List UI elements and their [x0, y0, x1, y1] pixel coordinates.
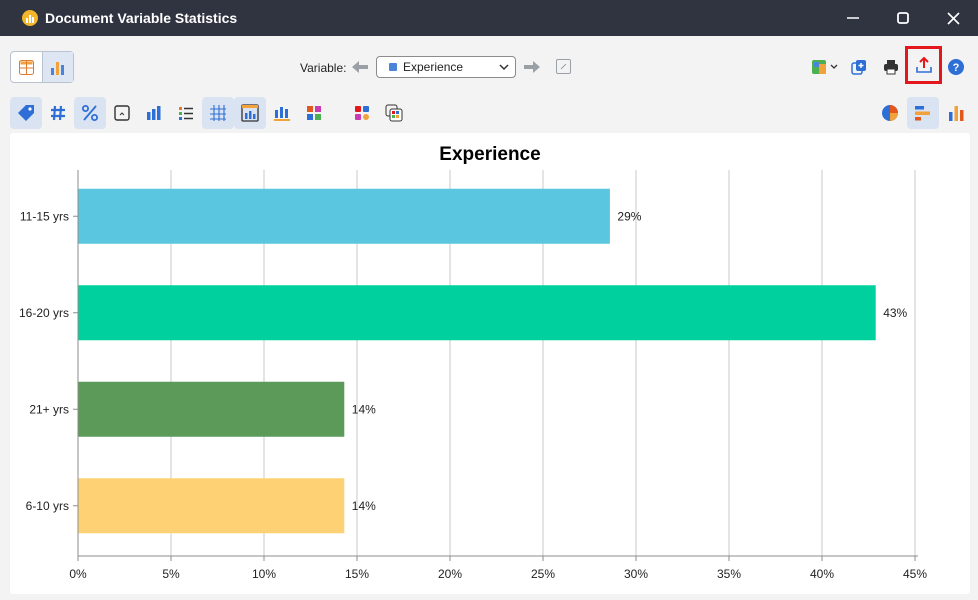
- bar: [78, 478, 345, 534]
- data-label: 14%: [352, 402, 376, 416]
- maximize-icon: [897, 12, 909, 24]
- chart-app-icon: [22, 10, 38, 26]
- previous-variable-button[interactable]: [351, 58, 369, 76]
- variable-select-value: Experience: [403, 60, 464, 74]
- tag-icon: [18, 105, 34, 121]
- help-button[interactable]: ?: [946, 57, 966, 77]
- x-tick-label: 0%: [69, 567, 87, 581]
- percent-icon: [82, 105, 98, 121]
- copy-button[interactable]: [849, 57, 869, 77]
- export-icon: [915, 56, 932, 73]
- bar-chart-icon: [147, 106, 161, 120]
- horizontal-bar-button[interactable]: [907, 97, 939, 129]
- bar: [78, 285, 876, 341]
- table-view-button[interactable]: [11, 52, 42, 82]
- table-view-icon: [18, 59, 34, 75]
- close-icon: [946, 11, 960, 25]
- x-tick-label: 20%: [438, 567, 462, 581]
- chart-title: Experience: [439, 144, 540, 165]
- view-toggle: [10, 51, 74, 83]
- variable-select[interactable]: Experience: [376, 56, 516, 78]
- x-tick-label: 25%: [531, 567, 555, 581]
- copy-icon: [851, 60, 866, 75]
- color-blocks-icon: [307, 106, 321, 120]
- maximize-button[interactable]: [878, 0, 928, 36]
- bars-icon: [274, 107, 290, 121]
- x-tick-label: 45%: [903, 567, 927, 581]
- title-bar: Document Variable Statistics: [0, 0, 978, 36]
- export-button[interactable]: [905, 46, 942, 84]
- minimize-button[interactable]: [828, 0, 878, 36]
- chart-toolbar: [0, 96, 978, 132]
- bars-button[interactable]: [266, 97, 298, 129]
- chart-view-icon: [51, 61, 65, 75]
- column-chart-icon: [241, 104, 259, 122]
- next-variable-button[interactable]: [523, 58, 541, 76]
- category-label: 11-15 yrs: [20, 209, 69, 223]
- frame-icon: [114, 105, 130, 121]
- main-toolbar: Variable: Experience: [0, 36, 978, 96]
- window-title: Document Variable Statistics: [45, 10, 238, 26]
- pie-chart-icon: [882, 105, 898, 121]
- x-tick-label: 35%: [717, 567, 741, 581]
- variable-color-swatch: [389, 63, 397, 71]
- close-button[interactable]: [928, 0, 978, 36]
- x-tick-label: 15%: [345, 567, 369, 581]
- grid-icon: [210, 105, 226, 121]
- category-label: 21+ yrs: [29, 402, 69, 416]
- vertical-bar-button[interactable]: [940, 97, 972, 129]
- horizontal-bar-icon: [915, 106, 930, 121]
- category-label: 6-10 yrs: [26, 499, 69, 513]
- filter-off-button[interactable]: [556, 59, 571, 74]
- data-label: 29%: [617, 209, 641, 223]
- frame-button[interactable]: [106, 97, 138, 129]
- palette-alt-button[interactable]: [378, 97, 410, 129]
- chart-view-button[interactable]: [41, 52, 73, 82]
- x-tick-label: 40%: [810, 567, 834, 581]
- bar-chart: Experience 29% 43% 14% 14% 0% 5% 10% 15% 20% 25%…: [19, 144, 927, 581]
- data-label: 43%: [883, 306, 907, 320]
- vertical-bar-icon: [949, 106, 964, 121]
- list-icon: [179, 107, 193, 120]
- minimize-icon: [847, 17, 859, 19]
- x-tick-label: 30%: [624, 567, 648, 581]
- list-button[interactable]: [170, 97, 202, 129]
- chevron-down-icon: [499, 64, 509, 71]
- x-tick-label: 10%: [252, 567, 276, 581]
- tag-button[interactable]: [10, 97, 42, 129]
- bar: [78, 381, 345, 437]
- percent-button[interactable]: [74, 97, 106, 129]
- chart-panel: Experience 29% 43% 14% 14% 0% 5% 10% 15% 20% 25%…: [10, 133, 970, 594]
- hash-button[interactable]: [42, 97, 74, 129]
- bar: [78, 188, 610, 244]
- data-label: 14%: [352, 499, 376, 513]
- print-button[interactable]: [881, 57, 901, 77]
- print-icon: [884, 60, 898, 75]
- excel-export-icon: [812, 60, 838, 74]
- palette-button[interactable]: [346, 97, 378, 129]
- palette-alt-icon: [385, 104, 403, 122]
- variable-label: Variable:: [300, 61, 347, 75]
- column-chart-button[interactable]: [234, 97, 266, 129]
- category-label: 16-20 yrs: [19, 306, 69, 320]
- help-icon: ?: [948, 59, 964, 75]
- hash-icon: [51, 105, 65, 121]
- grid-button[interactable]: [202, 97, 234, 129]
- bar-chart-button[interactable]: [138, 97, 170, 129]
- color-blocks-button[interactable]: [298, 97, 330, 129]
- svg-text:?: ?: [953, 62, 960, 74]
- x-tick-label: 5%: [162, 567, 180, 581]
- excel-export-button[interactable]: [812, 57, 840, 77]
- palette-icon: [355, 106, 369, 120]
- pie-chart-button[interactable]: [874, 97, 906, 129]
